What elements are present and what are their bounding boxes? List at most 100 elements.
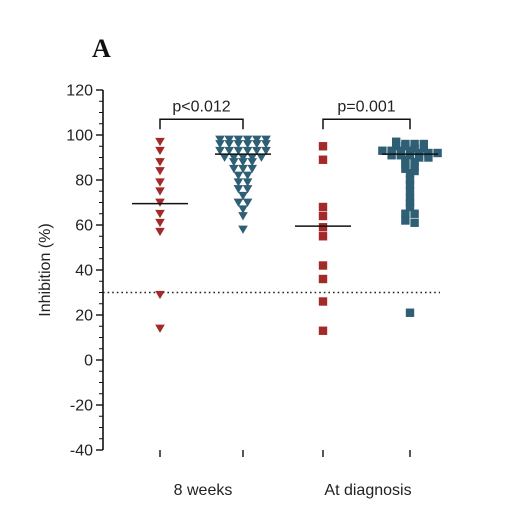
data-point-triangle	[155, 198, 165, 207]
y-tick-label: 100	[66, 128, 93, 145]
data-point-triangle	[224, 140, 234, 149]
data-point-square	[419, 144, 428, 153]
data-point-square	[318, 155, 328, 164]
data-point-square	[405, 175, 415, 185]
p-value-label: p<0.012	[172, 98, 230, 115]
data-point-triangle	[233, 198, 244, 207]
data-point-square	[401, 164, 410, 173]
y-tick-label: 60	[75, 218, 93, 235]
data-point-triangle	[238, 205, 248, 214]
data-point-triangle	[229, 158, 239, 167]
data-point-square	[318, 326, 328, 335]
data-point-triangle	[224, 135, 234, 144]
data-point-square	[387, 146, 396, 155]
data-point-triangle	[242, 140, 253, 149]
data-point-triangle	[233, 171, 244, 180]
data-point-square	[401, 155, 410, 164]
data-point-square	[424, 153, 433, 162]
data-point-triangle	[238, 212, 248, 221]
data-point-triangle	[155, 324, 165, 333]
data-point-triangle	[233, 135, 244, 144]
data-point-square	[392, 137, 401, 146]
data-point-square	[318, 211, 328, 221]
x-category-label: 8 weeks	[174, 482, 233, 499]
panel-label: A	[92, 34, 111, 63]
data-point-triangle	[215, 146, 225, 156]
data-point-square	[405, 169, 415, 178]
data-point-triangle	[242, 135, 253, 144]
data-point-square	[410, 209, 419, 218]
data-point-square	[415, 153, 424, 162]
data-point-triangle	[252, 146, 262, 156]
data-point-triangle	[238, 191, 248, 201]
data-point-triangle	[155, 227, 165, 237]
data-point-square	[392, 142, 401, 151]
data-point-triangle	[256, 153, 267, 162]
y-tick-label: 40	[75, 263, 93, 280]
y-tick-label: 0	[84, 353, 93, 370]
data-point-triangle	[242, 178, 253, 187]
data-point-square	[405, 202, 415, 212]
data-point-square	[410, 157, 419, 167]
data-point-triangle	[261, 140, 271, 149]
data-point-square	[419, 139, 428, 149]
data-point-square	[405, 151, 415, 160]
data-point-triangle	[233, 146, 244, 156]
p-value-label: p=0.001	[337, 98, 395, 115]
data-point-triangle	[229, 164, 239, 174]
data-point-triangle	[233, 140, 244, 149]
significance-bracket	[322, 118, 411, 130]
data-point-triangle	[229, 153, 239, 162]
data-point-triangle	[261, 135, 271, 144]
data-point-square	[401, 160, 410, 169]
data-point-triangle	[242, 146, 253, 156]
data-point-triangle	[219, 153, 230, 162]
data-point-square	[318, 232, 328, 241]
data-point-triangle	[215, 140, 225, 149]
data-point-square	[410, 144, 419, 153]
data-point-square	[424, 148, 433, 158]
data-point-square	[387, 151, 396, 160]
data-point-square	[415, 148, 424, 158]
y-tick-label: 80	[75, 173, 93, 190]
data-point-square	[405, 193, 415, 203]
data-point-square	[396, 151, 405, 160]
data-point-triangle	[238, 153, 248, 162]
data-point-square	[401, 142, 410, 151]
data-point-triangle	[242, 198, 253, 207]
data-point-triangle	[252, 135, 262, 144]
data-point-square	[405, 308, 415, 317]
data-point-triangle	[247, 153, 257, 162]
y-tick-label: -20	[70, 398, 93, 415]
data-point-triangle	[242, 185, 253, 194]
plot-area: -40 -20 0 20 40 60 80 100 120 8 weeks p<0.012 At di…	[66, 83, 442, 499]
data-point-triangle	[155, 158, 165, 167]
data-point-triangle	[261, 146, 271, 156]
data-point-triangle	[155, 187, 165, 196]
data-point-triangle	[238, 164, 248, 174]
data-point-triangle	[155, 146, 165, 156]
data-point-square	[405, 198, 415, 207]
y-tick-label: -40	[70, 443, 93, 460]
data-point-square	[405, 187, 415, 196]
data-point-square	[410, 162, 419, 171]
data-point-triangle	[155, 290, 165, 300]
data-point-square	[318, 142, 328, 151]
data-point-square	[318, 297, 328, 306]
data-point-square	[410, 139, 419, 149]
data-point-square	[318, 261, 328, 270]
data-point-square	[396, 146, 405, 155]
significance-bracket	[159, 118, 244, 130]
data-point-square	[410, 166, 419, 176]
data-point-triangle	[155, 178, 165, 187]
data-point-triangle	[247, 164, 257, 174]
data-point-square	[401, 216, 410, 225]
data-point-square	[318, 202, 328, 212]
data-point-triangle	[215, 135, 225, 144]
data-point-triangle	[155, 137, 165, 147]
data-point-square	[378, 146, 387, 155]
data-point-square	[401, 209, 410, 218]
data-point-triangle	[155, 218, 165, 228]
data-point-square	[433, 148, 442, 158]
